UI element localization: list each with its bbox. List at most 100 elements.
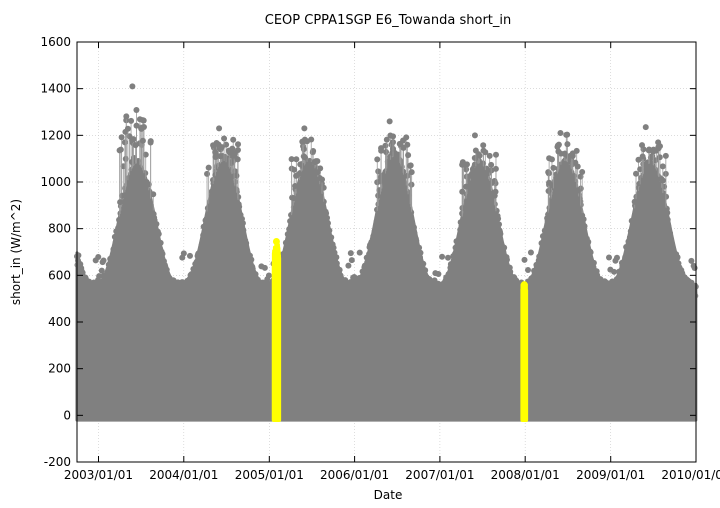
data-point: [209, 204, 216, 211]
outlier-point: [463, 166, 470, 173]
outlier-point: [659, 177, 666, 184]
data-point: [112, 238, 119, 245]
x-tick-label: 2010/01/01: [661, 468, 720, 482]
data-point: [365, 263, 372, 270]
data-point: [528, 291, 535, 298]
data-point: [258, 299, 265, 306]
data-point: [668, 243, 675, 250]
data-point: [653, 187, 660, 194]
data-point: [98, 267, 105, 274]
data-point: [668, 238, 675, 245]
y-tick-label: 1600: [40, 35, 71, 49]
data-point: [127, 193, 134, 200]
data-point: [585, 238, 592, 245]
data-point: [606, 254, 613, 261]
data-point: [431, 296, 438, 303]
data-point: [526, 282, 533, 289]
data-point: [458, 232, 465, 239]
outlier-point: [117, 146, 124, 153]
outlier-point: [128, 117, 135, 124]
data-point: [571, 178, 578, 185]
data-point: [647, 168, 654, 175]
outlier-point: [545, 169, 552, 176]
outlier-point: [563, 131, 570, 138]
outlier-point: [476, 152, 483, 159]
data-point: [153, 220, 160, 227]
data-point: [174, 285, 181, 292]
data-point: [495, 215, 502, 222]
data-point: [186, 252, 193, 259]
outlier-point: [459, 161, 466, 168]
data-point: [594, 272, 601, 279]
outlier-point: [636, 180, 643, 187]
data-point: [317, 191, 324, 198]
outlier-point: [133, 122, 140, 129]
data-point: [636, 200, 643, 207]
data-point: [118, 218, 125, 225]
data-point: [236, 203, 243, 210]
data-point: [630, 230, 637, 237]
plot-area-border: [76, 41, 697, 463]
outlier-point: [382, 142, 389, 149]
data-point: [507, 268, 514, 275]
outlier-point: [138, 125, 145, 132]
data-point: [220, 173, 227, 180]
data-point: [347, 250, 354, 257]
data-point: [451, 262, 458, 269]
y-tick-label: 0: [63, 408, 71, 422]
data-point: [580, 216, 587, 223]
data-point: [611, 268, 618, 275]
data-point: [688, 279, 695, 286]
data-point: [621, 268, 628, 275]
outlier-point: [291, 166, 298, 173]
data-point: [328, 234, 335, 241]
data-point: [528, 295, 535, 302]
outlier-point: [492, 151, 499, 158]
data-point: [330, 244, 337, 251]
outlier-point: [463, 161, 470, 168]
data-point: [501, 244, 508, 251]
data-point: [186, 296, 193, 303]
outlier-point: [375, 192, 382, 199]
data-point: [540, 244, 547, 251]
data-point: [264, 276, 271, 283]
outlier-point: [471, 155, 478, 162]
data-point: [551, 196, 558, 203]
outlier-point: [472, 147, 479, 154]
outlier-point: [482, 149, 489, 156]
data-point: [547, 215, 554, 222]
data-point: [615, 285, 622, 292]
data-point: [91, 293, 98, 300]
data-point: [157, 239, 164, 246]
data-point: [180, 250, 187, 257]
data-point: [131, 186, 138, 193]
max-point: [642, 124, 649, 131]
outlier-point: [662, 152, 669, 159]
outlier-point: [378, 147, 385, 154]
x-tick-label: 2009/01/01: [576, 468, 645, 482]
data-point: [467, 180, 474, 187]
data-point: [345, 262, 352, 269]
data-point: [282, 256, 289, 263]
data-point: [370, 234, 377, 241]
data-point: [324, 220, 331, 227]
outlier-point: [221, 135, 228, 142]
data-point: [611, 294, 618, 301]
data-point: [408, 209, 415, 216]
data-point: [295, 202, 302, 209]
outlier-point: [226, 149, 233, 156]
data-point: [368, 251, 375, 258]
data-point: [587, 249, 594, 256]
data-point: [374, 207, 381, 214]
data-point: [285, 244, 292, 251]
outlier-point: [212, 154, 219, 161]
data-point: [365, 258, 372, 265]
outlier-point: [555, 148, 562, 155]
data-point: [291, 208, 298, 215]
data-point: [381, 196, 388, 203]
data-point: [543, 231, 550, 238]
y-tick-label: 600: [48, 268, 71, 282]
data-point: [394, 180, 401, 187]
data-point: [431, 277, 438, 284]
data-point: [116, 224, 123, 231]
